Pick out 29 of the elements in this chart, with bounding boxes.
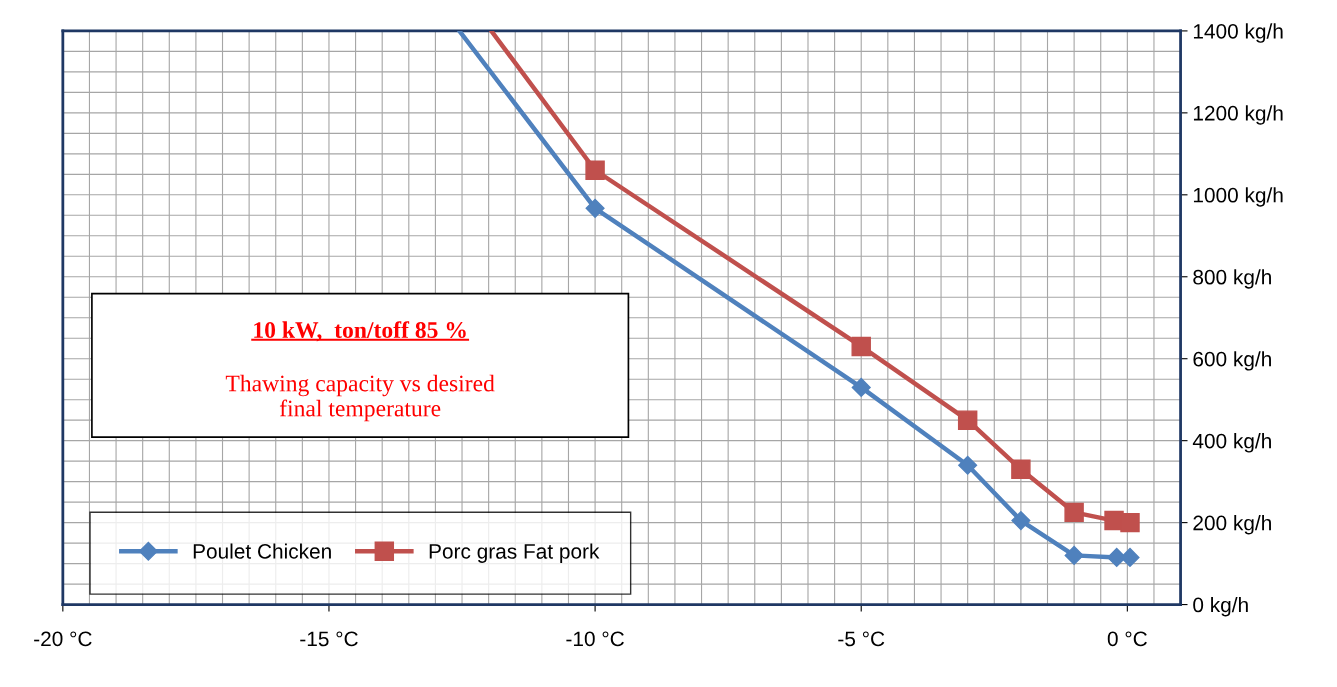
text: Thawing capacity vs desired final temperature <box>225 374 495 422</box>
point <box>585 198 605 218</box>
x-tick-label: -20 °C <box>34 631 92 647</box>
point <box>585 160 605 180</box>
text: 10 kW, ton/toff 85 % <box>254 321 466 342</box>
y-tick-label: 800 kg/h <box>1193 269 1271 289</box>
point <box>1120 512 1140 533</box>
point <box>958 455 978 475</box>
y-tick-label: 1400 kg/h <box>1193 23 1283 43</box>
point <box>1011 459 1031 480</box>
y-tick-label: 1000 kg/h <box>1193 187 1283 207</box>
point <box>851 336 871 357</box>
y-tick-label: 1200 kg/h <box>1193 105 1283 125</box>
point <box>1120 547 1140 567</box>
point <box>1064 545 1084 565</box>
y-tick-label: 0 kg/h <box>1193 597 1248 617</box>
x-tick-label: -15 °C <box>300 631 358 647</box>
y-tick-label: 400 kg/h <box>1192 433 1271 453</box>
legend-label: Poulet Chicken <box>193 543 331 559</box>
legend-label: Porc gras Fat pork <box>429 543 600 563</box>
point <box>1011 511 1031 531</box>
y-tick-label: 200 kg/h <box>1193 515 1271 535</box>
x-tick-label: -5 °C <box>838 631 885 647</box>
point <box>1064 502 1084 523</box>
point <box>957 410 978 430</box>
x-tick-label: 0 °C <box>1107 631 1147 647</box>
y-tick-label: 600 kg/h <box>1193 351 1271 371</box>
point <box>851 377 871 397</box>
x-tick-label: -10 °C <box>566 631 624 647</box>
